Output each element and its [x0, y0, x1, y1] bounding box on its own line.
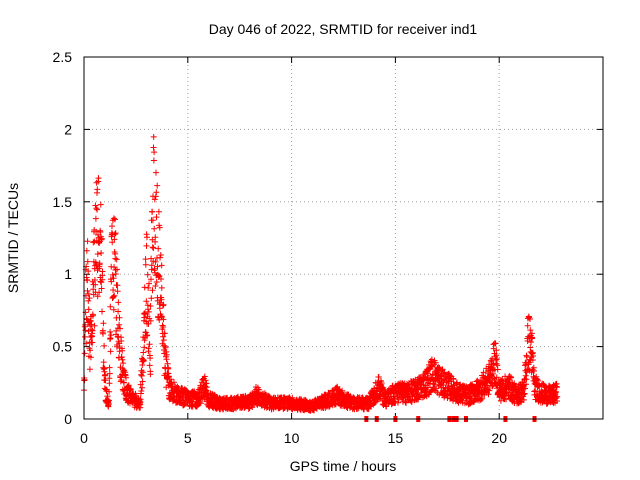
x-axis-label: GPS time / hours: [290, 458, 397, 474]
grid: [84, 57, 603, 419]
plot-frame: [83, 56, 604, 420]
x-tick-label: 10: [284, 430, 300, 446]
y-tick-label: 1.5: [53, 194, 73, 210]
x-axis-ticks: 0 5 10 15 20: [80, 57, 507, 446]
x-tick-label: 15: [388, 430, 404, 446]
x-tick-label: 20: [491, 430, 507, 446]
chart-title: Day 046 of 2022, SRMTID for receiver ind…: [209, 21, 478, 37]
x-tick-label: 5: [184, 430, 192, 446]
data-series: [81, 133, 561, 422]
y-tick-label: 2: [64, 121, 72, 137]
x-tick-label: 0: [80, 430, 88, 446]
y-axis-label: SRMTID / TECUs: [5, 183, 21, 293]
y-axis-ticks: 0 0.5 1 1.5 2 2.5: [53, 49, 603, 427]
y-tick-label: 0: [64, 411, 72, 427]
y-tick-label: 2.5: [53, 49, 73, 65]
y-tick-label: 0.5: [53, 339, 73, 355]
y-tick-label: 1: [64, 266, 72, 282]
